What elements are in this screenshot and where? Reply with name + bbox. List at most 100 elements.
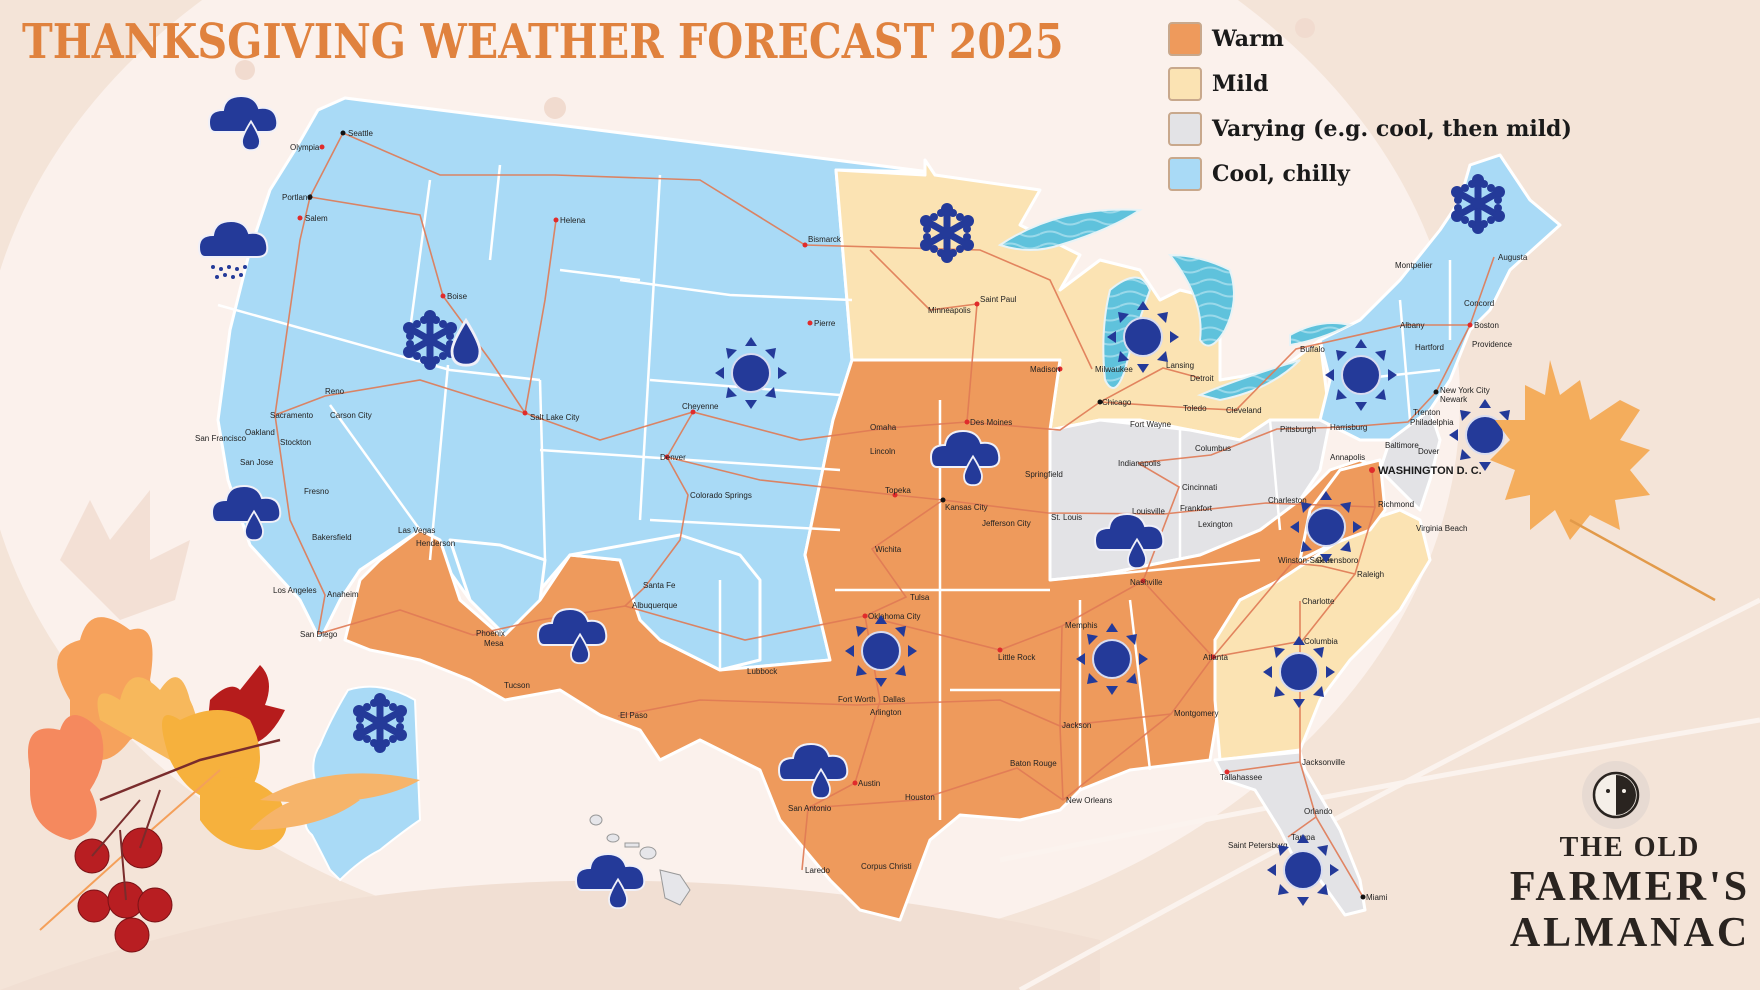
svg-text:San Antonio: San Antonio — [788, 804, 832, 813]
svg-text:Cincinnati: Cincinnati — [1182, 483, 1217, 492]
svg-text:Milwaukee: Milwaukee — [1095, 365, 1133, 374]
svg-text:Concord: Concord — [1464, 299, 1494, 308]
legend-swatch-varying — [1168, 111, 1202, 146]
svg-text:San Francisco: San Francisco — [195, 434, 247, 443]
svg-text:Tucson: Tucson — [504, 681, 530, 690]
svg-text:Oklahoma City: Oklahoma City — [868, 612, 920, 621]
svg-text:New Orleans: New Orleans — [1066, 796, 1112, 805]
svg-text:Sacramento: Sacramento — [270, 411, 314, 420]
legend-label: Varying (e.g. cool, then mild) — [1212, 115, 1572, 142]
svg-text:Tallahassee: Tallahassee — [1220, 773, 1263, 782]
us-map — [216, 96, 1562, 922]
legend-item-warm: Warm — [1168, 16, 1572, 61]
svg-text:Jacksonville: Jacksonville — [1302, 758, 1346, 767]
svg-text:Columbus: Columbus — [1195, 444, 1231, 453]
region-warm-central — [343, 358, 1382, 922]
svg-text:Cleveland: Cleveland — [1226, 406, 1262, 415]
svg-text:El Paso: El Paso — [620, 711, 648, 720]
svg-text:Laredo: Laredo — [805, 866, 830, 875]
svg-text:Albuquerque: Albuquerque — [632, 601, 678, 610]
svg-text:Montgomery: Montgomery — [1174, 709, 1218, 718]
svg-text:Annapolis: Annapolis — [1330, 453, 1365, 462]
brand-line-3: ALMANAC — [1509, 910, 1751, 956]
svg-text:Pittsburgh: Pittsburgh — [1280, 425, 1316, 434]
svg-text:Greensboro: Greensboro — [1316, 556, 1359, 565]
svg-text:Augusta: Augusta — [1498, 253, 1528, 262]
svg-text:Fresno: Fresno — [304, 487, 329, 496]
svg-text:Seattle: Seattle — [348, 129, 373, 138]
svg-text:Orlando: Orlando — [1304, 807, 1333, 816]
svg-text:Santa Fe: Santa Fe — [643, 581, 676, 590]
svg-text:Phoenix: Phoenix — [476, 629, 505, 638]
svg-text:Oakland: Oakland — [245, 428, 275, 437]
svg-text:Fort Wayne: Fort Wayne — [1130, 420, 1172, 429]
legend-item-varying: Varying (e.g. cool, then mild) — [1168, 106, 1572, 151]
svg-text:Louisville: Louisville — [1132, 507, 1165, 516]
svg-text:Fort Worth: Fort Worth — [838, 695, 876, 704]
svg-text:Miami: Miami — [1366, 893, 1388, 902]
svg-text:San Diego: San Diego — [300, 630, 338, 639]
svg-text:Frankfort: Frankfort — [1180, 504, 1213, 513]
legend-label: Warm — [1212, 25, 1284, 52]
maple-leaf-decoration — [1490, 360, 1716, 602]
svg-text:Harrisburg: Harrisburg — [1330, 423, 1367, 432]
autumn-leaves-decoration — [28, 490, 420, 953]
svg-text:Minneapolis: Minneapolis — [928, 306, 971, 315]
svg-text:Boston: Boston — [1474, 321, 1499, 330]
svg-text:Lexington: Lexington — [1198, 520, 1233, 529]
rain-showers-icon — [198, 220, 269, 279]
svg-text:Springfield: Springfield — [1025, 470, 1063, 479]
svg-text:Hartford: Hartford — [1415, 343, 1444, 352]
svg-text:Montpelier: Montpelier — [1395, 261, 1433, 270]
svg-text:Bismarck: Bismarck — [808, 235, 842, 244]
svg-text:Colorado Springs: Colorado Springs — [690, 491, 752, 500]
svg-text:Atlanta: Atlanta — [1203, 653, 1228, 662]
svg-text:Anaheim: Anaheim — [327, 590, 359, 599]
svg-text:Austin: Austin — [858, 779, 880, 788]
svg-text:Madison: Madison — [1030, 365, 1060, 374]
svg-text:Memphis: Memphis — [1065, 621, 1097, 630]
page-title: THANKSGIVING WEATHER FORECAST 2025 — [22, 14, 1064, 70]
city-labels: Seattle Olympia Portland Salem Helena Bi… — [195, 129, 1528, 902]
svg-text:Trenton: Trenton — [1413, 408, 1440, 417]
svg-text:Arlington: Arlington — [870, 708, 902, 717]
svg-text:Newark: Newark — [1440, 395, 1468, 404]
sun-moon-face-icon — [1582, 761, 1650, 829]
svg-text:Jefferson City: Jefferson City — [982, 519, 1031, 528]
svg-text:Baton Rouge: Baton Rouge — [1010, 759, 1057, 768]
svg-text:St. Louis: St. Louis — [1051, 513, 1082, 522]
svg-text:Salem: Salem — [305, 214, 328, 223]
svg-text:Saint Paul: Saint Paul — [980, 295, 1017, 304]
hawaii — [589, 814, 691, 906]
city-markers — [297, 130, 1473, 900]
svg-text:Las Vegas: Las Vegas — [398, 526, 435, 535]
almanac-logo: THE OLD FARMER'S ALMANAC — [1500, 760, 1760, 956]
svg-text:Omaha: Omaha — [870, 423, 897, 432]
legend-swatch-cool — [1168, 156, 1202, 191]
svg-text:Tulsa: Tulsa — [910, 593, 930, 602]
svg-text:Lansing: Lansing — [1166, 361, 1194, 370]
svg-text:Charleston: Charleston — [1268, 496, 1307, 505]
svg-text:Chicago: Chicago — [1102, 398, 1132, 407]
svg-text:Portland: Portland — [282, 193, 312, 202]
svg-text:Mesa: Mesa — [484, 639, 504, 648]
region-cool-northeast — [1318, 153, 1562, 442]
svg-text:Olympia: Olympia — [290, 143, 320, 152]
region-varying-florida — [1213, 750, 1367, 917]
svg-text:Carson City: Carson City — [330, 411, 372, 420]
svg-text:Saint Petersburg: Saint Petersburg — [1228, 841, 1288, 850]
svg-text:Philadelphia: Philadelphia — [1410, 418, 1454, 427]
svg-text:Houston: Houston — [905, 793, 935, 802]
svg-text:WASHINGTON D. C.: WASHINGTON D. C. — [1378, 465, 1482, 477]
svg-text:Wichita: Wichita — [875, 545, 902, 554]
svg-text:Virginia Beach: Virginia Beach — [1416, 524, 1467, 533]
svg-text:Des Moines: Des Moines — [970, 418, 1012, 427]
svg-text:Toledo: Toledo — [1183, 404, 1207, 413]
svg-text:Boise: Boise — [447, 292, 468, 301]
svg-text:Albany: Albany — [1400, 321, 1424, 330]
svg-text:Indianapolis: Indianapolis — [1118, 459, 1161, 468]
legend-swatch-mild — [1168, 66, 1202, 101]
svg-text:Columbia: Columbia — [1304, 637, 1338, 646]
